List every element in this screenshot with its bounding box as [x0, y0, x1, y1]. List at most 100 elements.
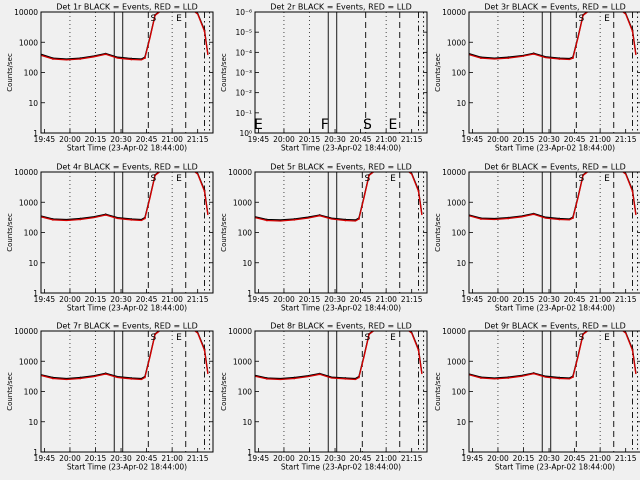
- series-point: [631, 30, 634, 33]
- x-tick-label: 21:00: [589, 295, 611, 304]
- y-axis-label: Counts/sec: [6, 372, 14, 411]
- x-tick-label: 21:15: [615, 295, 637, 304]
- event-label: E: [390, 174, 396, 184]
- event-label: F: [321, 117, 329, 133]
- series-point: [417, 349, 420, 352]
- x-tick-label: 20:00: [487, 295, 509, 304]
- series-point: [532, 213, 535, 216]
- event-label: S: [579, 333, 585, 343]
- y-tick-label: 10: [456, 418, 466, 427]
- y-tick-label: 1: [461, 129, 466, 138]
- detector-plot-4: Det 4r BLACK = Events, RED = LLD 1 10 100 10…: [6, 163, 214, 313]
- series-point: [558, 58, 561, 60]
- x-tick-label: 19:45: [34, 454, 56, 463]
- x-tick-label: 20:45: [350, 295, 372, 304]
- series-point: [293, 377, 296, 380]
- series-point: [344, 219, 347, 222]
- x-tick-label: 20:45: [564, 135, 586, 144]
- series-line-lld: [469, 331, 637, 380]
- series-point: [507, 377, 510, 379]
- series-point: [130, 58, 133, 61]
- series-point: [318, 373, 321, 376]
- y-tick-label: 1000: [19, 38, 38, 47]
- x-tick-label: 20:45: [564, 295, 586, 304]
- x-tick-label: 20:15: [85, 454, 107, 463]
- series-point: [130, 378, 133, 380]
- y-tick-label: 100: [452, 388, 467, 397]
- x-tick-label: 20:45: [136, 135, 158, 144]
- y-tick-label: 1000: [233, 198, 252, 207]
- series-point: [480, 57, 482, 59]
- series-line-lld: [255, 331, 423, 381]
- x-tick-label: 21:15: [401, 295, 423, 304]
- y-tick-label: 10⁻¹: [235, 109, 252, 118]
- plot-title: Det 5r BLACK = Events, RED = LLD: [270, 163, 412, 172]
- y-tick-label: 10⁻²: [235, 89, 252, 98]
- x-tick-label: 20:00: [59, 295, 81, 304]
- series-point: [631, 349, 634, 352]
- series-point: [154, 333, 157, 336]
- detector-plot-8: Det 8r BLACK = Events, RED = LLD 1 10 100 10…: [220, 322, 428, 472]
- detector-plot-9: Det 9r BLACK = Events, RED = LLD 1 10 100 10…: [434, 322, 640, 472]
- x-tick-label: 20:45: [564, 454, 586, 463]
- x-tick-label: 20:15: [85, 135, 107, 144]
- series-line-lld: [255, 172, 423, 222]
- series-point: [52, 58, 54, 60]
- series-point: [532, 53, 535, 55]
- series-point: [79, 58, 82, 60]
- series-point: [572, 376, 574, 378]
- series-point: [507, 217, 510, 220]
- y-tick-label: 10000: [228, 327, 252, 336]
- y-tick-label: 10000: [442, 327, 466, 336]
- series-point: [144, 57, 146, 59]
- series-point: [582, 174, 584, 177]
- event-label: E: [604, 174, 610, 184]
- y-tick-label: 10⁻³: [235, 69, 252, 78]
- y-axis-label: Counts/sec: [6, 213, 14, 252]
- y-tick-label: 100: [452, 69, 467, 78]
- series-point: [358, 218, 360, 220]
- x-tick-label: 19:45: [462, 135, 484, 144]
- series-point: [417, 190, 420, 193]
- x-tick-label: 19:45: [248, 135, 270, 144]
- event-label: E: [254, 117, 263, 133]
- detector-plot-1: Det 1r BLACK = Events, RED = LLD 1 10 100 10…: [6, 3, 214, 153]
- x-tick-label: 20:30: [324, 454, 346, 463]
- plot-title: Det 8r BLACK = Events, RED = LLD: [270, 322, 412, 331]
- event-label: S: [365, 333, 371, 343]
- series-point: [203, 349, 206, 352]
- plot-frame: [468, 330, 640, 453]
- x-tick-label: 20:15: [513, 295, 535, 304]
- series-point: [130, 219, 133, 221]
- series-point: [293, 219, 296, 221]
- y-axis-label: Counts/sec: [220, 372, 228, 411]
- y-tick-label: 100: [238, 388, 253, 397]
- series-point: [572, 217, 574, 220]
- x-tick-label: 21:00: [375, 295, 397, 304]
- y-tick-label: 10: [28, 259, 38, 268]
- y-tick-label: 1: [461, 289, 466, 298]
- x-tick-label: 20:15: [513, 454, 535, 463]
- x-axis-label: Start Time (23-Apr-02 18:44:00): [281, 463, 401, 472]
- x-tick-label: 20:30: [538, 295, 560, 304]
- series-point: [104, 373, 107, 375]
- series-point: [532, 372, 535, 375]
- event-label: S: [365, 174, 371, 184]
- plot-frame: [254, 11, 428, 134]
- series-point: [79, 218, 82, 221]
- plot-frame: [468, 171, 640, 294]
- y-axis-label: Counts/sec: [220, 53, 228, 92]
- x-tick-label: 19:45: [34, 135, 56, 144]
- x-tick-label: 20:15: [299, 295, 321, 304]
- event-label: S: [151, 174, 157, 184]
- event-label: E: [604, 333, 610, 343]
- x-tick-label: 20:00: [59, 135, 81, 144]
- x-tick-label: 20:00: [273, 454, 295, 463]
- event-label: S: [579, 14, 585, 24]
- x-tick-label: 19:45: [462, 454, 484, 463]
- x-tick-label: 21:00: [161, 295, 183, 304]
- y-axis-label: Counts/sec: [434, 372, 442, 411]
- detector-plot-7: Det 7r BLACK = Events, RED = LLD 1 10 100 10…: [6, 322, 214, 472]
- y-axis-label: Counts/sec: [6, 53, 14, 92]
